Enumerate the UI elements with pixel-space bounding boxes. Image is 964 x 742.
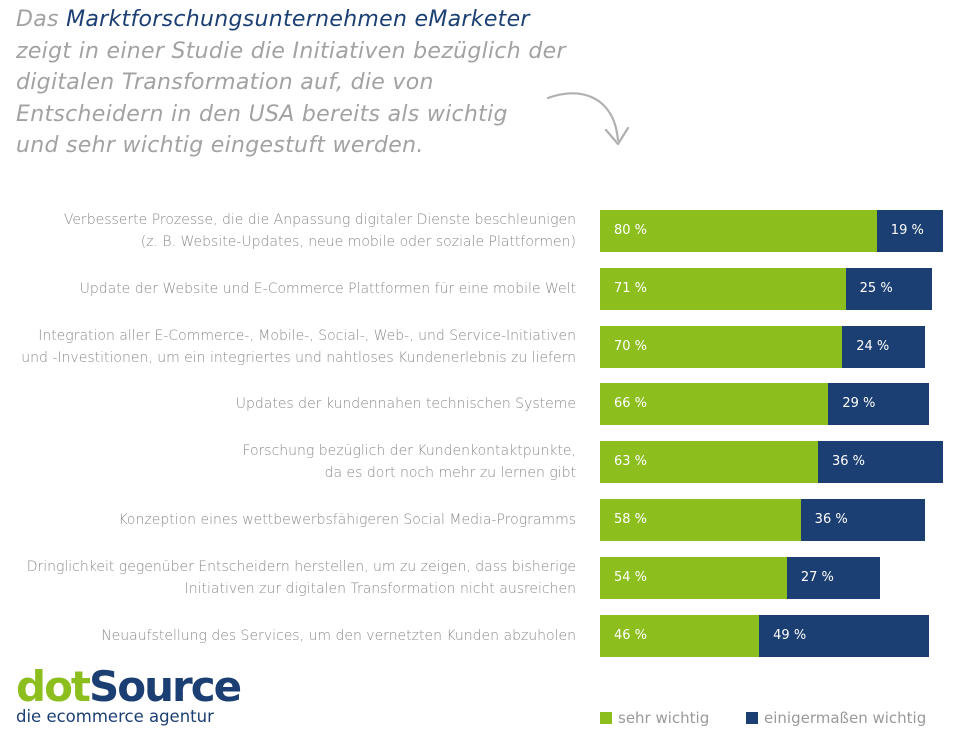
intro-line-2: zeigt in einer Studie die Initiativen be… (16, 38, 566, 64)
data-label: 25 % (859, 280, 893, 296)
dotsource-logo: dotSource die ecommerce agentur (16, 662, 242, 726)
bar-segment-sehr-wichtig (600, 441, 818, 484)
category-label-line: und -Investitionen, um ein integriertes … (21, 349, 576, 366)
bar-segment-sehr-wichtig (600, 499, 801, 541)
legend-swatch-navy (746, 712, 758, 724)
data-label: 63 % (614, 454, 648, 470)
logo-part-source: Source (89, 662, 242, 711)
category-label-line: Initiativen zur digitalen Transformation… (184, 580, 576, 597)
data-label: 70 % (614, 338, 648, 354)
bar-segment-einigermassen-wichtig (800, 499, 926, 541)
data-label: 24 % (856, 338, 890, 354)
category-label: Updates der kundennahen technischen Syst… (16, 393, 576, 415)
legend-swatch-green (600, 712, 612, 724)
data-label: 80 % (614, 223, 648, 238)
legend-label-einigermassen-wichtig: einigermaßen wichtig (764, 709, 927, 727)
category-label-line: Forschung bezüglich der Kundenkontaktpun… (242, 443, 576, 460)
data-label: 29 % (842, 396, 876, 412)
category-label: Update der Website und E-Commerce Plattf… (16, 278, 576, 300)
category-label: Neuaufstellung des Services, um den vern… (16, 625, 576, 647)
bar-segment-einigermassen-wichtig (759, 614, 929, 657)
intro-text: Das Marktforschungsunternehmen eMarketer… (16, 4, 576, 162)
data-label: 36 % (814, 512, 848, 527)
bar-segment-einigermassen-wichtig (845, 267, 933, 310)
intro-line-1: Das Marktforschungsunternehmen eMarketer (16, 4, 576, 36)
intro-line-4: Entscheidern in den USA bereits als wich… (16, 101, 508, 127)
intro-line-3: digitalen Transformation auf, die von (16, 70, 434, 95)
data-label: 71 % (614, 280, 648, 296)
category-label: Dringlichkeit gegenüber Entscheidern her… (16, 556, 576, 600)
category-label: Konzeption eines wettbewerbsfähigeren So… (16, 509, 576, 531)
legend-item-einigermassen-wichtig: einigermaßen wichtig (746, 708, 926, 728)
curved-arrow-icon (546, 92, 630, 146)
category-label-line: Update der Website und E-Commerce Plattf… (79, 280, 576, 297)
bar-segment-sehr-wichtig (600, 614, 760, 657)
intro-line-5: und sehr wichtig eingestuft werden. (16, 133, 424, 158)
category-label-line: Updates der kundennahen technischen Syst… (235, 396, 576, 413)
data-label: 66 % (614, 396, 648, 412)
intro-highlight: Marktforschungsunternehmen eMarketer (66, 7, 530, 32)
category-label-line: da es dort noch mehr zu lernen gibt (324, 465, 576, 482)
category-label-line: Verbesserte Prozesse, die die Anpassung … (63, 212, 576, 228)
category-label: Verbesserte Prozesse, die die Anpassung … (16, 209, 576, 253)
bar-segment-einigermassen-wichtig (817, 441, 943, 484)
data-label: 49 % (773, 627, 807, 643)
category-label-line: Neuaufstellung des Services, um den vern… (101, 627, 576, 644)
bar-segment-sehr-wichtig (600, 383, 829, 426)
intro-prefix: Das (16, 7, 67, 32)
bar-segment-sehr-wichtig (600, 325, 843, 368)
data-label: 54 % (614, 569, 648, 585)
legend-item-sehr-wichtig: sehr wichtig (600, 708, 709, 728)
logo-part-dot: dot (16, 662, 91, 711)
bar-segment-einigermassen-wichtig (786, 556, 881, 599)
category-label-line: Integration aller E-Commerce-, Mobile-, … (38, 327, 576, 344)
bar-segment-sehr-wichtig (600, 556, 787, 599)
category-label-line: Dringlichkeit gegenüber Entscheidern her… (26, 558, 576, 575)
bar-segment-einigermassen-wichtig (876, 210, 943, 252)
category-label: Integration aller E-Commerce-, Mobile-, … (16, 325, 576, 369)
logo-tagline: die ecommerce agentur (16, 707, 214, 726)
data-label: 58 % (614, 512, 648, 527)
category-label: Forschung bezüglich der Kundenkontaktpun… (16, 440, 576, 484)
bar-segment-sehr-wichtig (600, 210, 877, 252)
bar-segment-einigermassen-wichtig (842, 325, 926, 368)
data-label: 19 % (890, 223, 924, 238)
category-label-line: Konzeption eines wettbewerbsfähigeren So… (118, 512, 576, 528)
category-label-line: (z. B. Website-Updates, neue mobile oder… (140, 234, 576, 250)
bar-segment-einigermassen-wichtig (828, 383, 929, 426)
bar-segment-sehr-wichtig (600, 267, 846, 310)
legend-label-sehr-wichtig: sehr wichtig (618, 709, 710, 727)
data-label: 46 % (614, 627, 648, 643)
data-label: 27 % (800, 569, 834, 585)
data-label: 36 % (831, 454, 865, 470)
